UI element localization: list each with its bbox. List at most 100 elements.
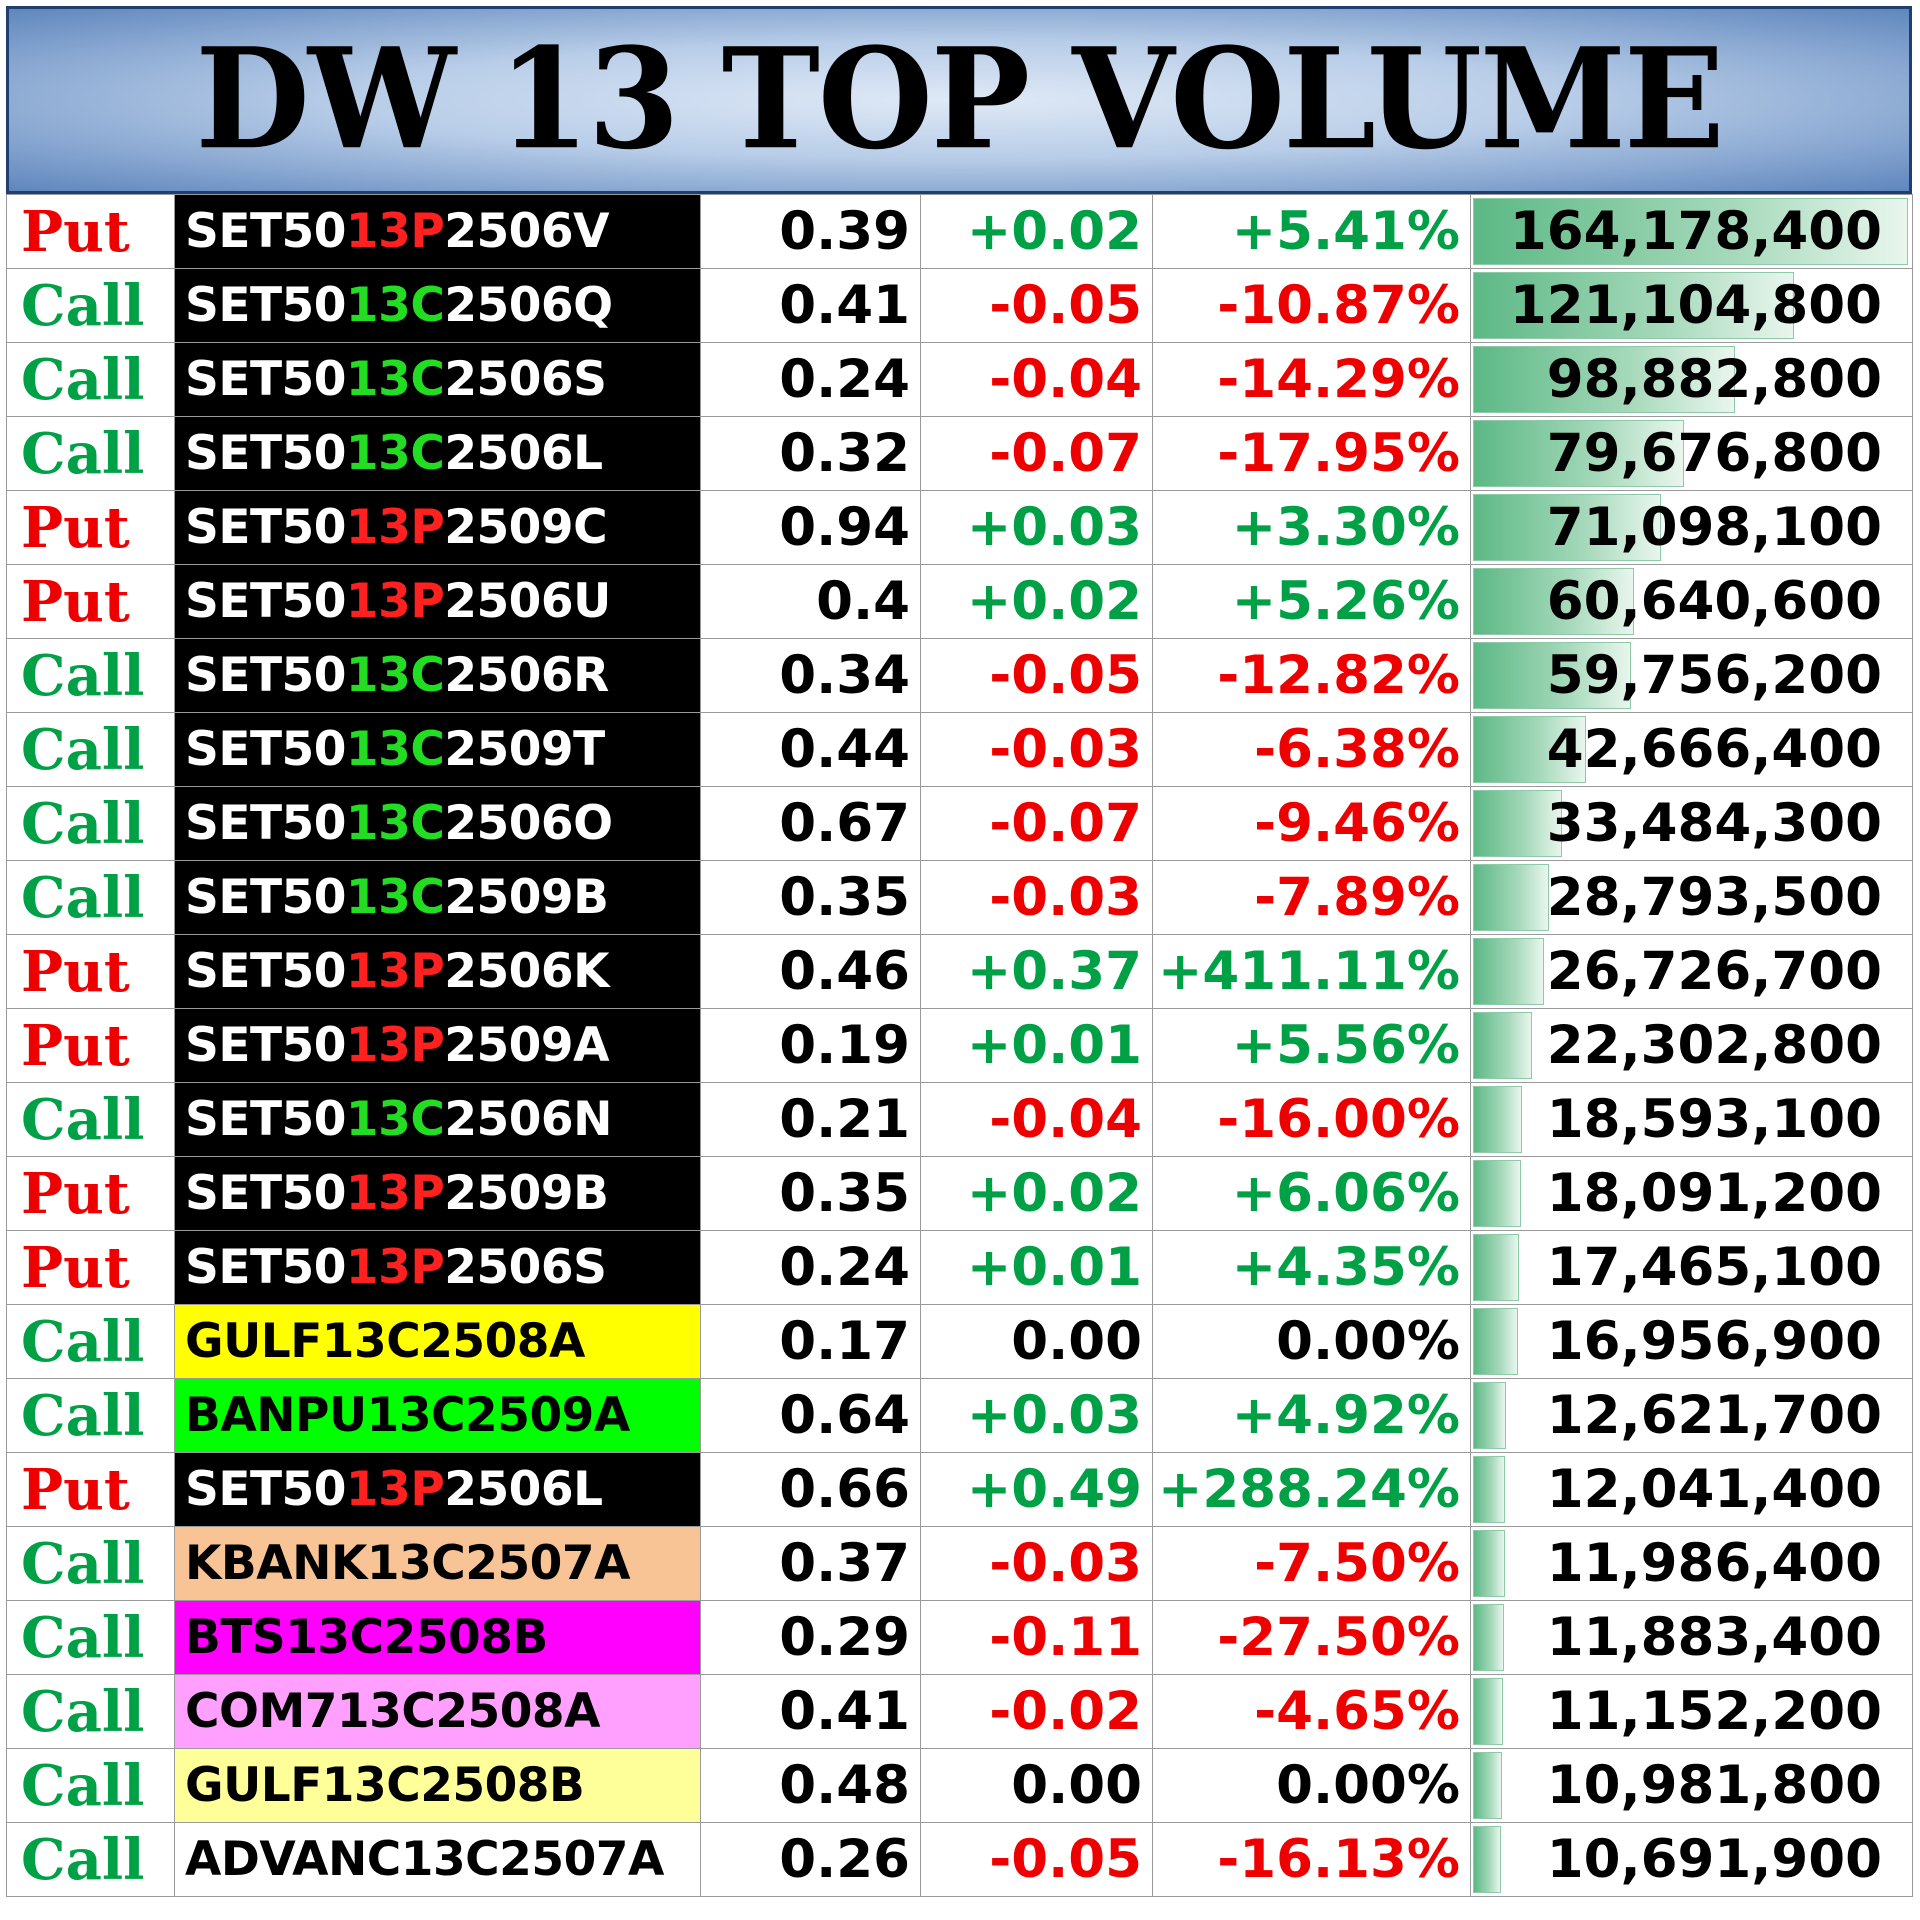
dw-type: Call [6,712,175,787]
volume-bar [1473,1308,1518,1375]
price-change: -0.05 [920,638,1153,713]
dw-underlying: SET50 [185,1092,346,1147]
dw-underlying: SET50 [185,1462,346,1517]
dw-type: Call [6,1378,175,1453]
volume-bar [1473,568,1634,635]
volume-bar [1473,1456,1505,1523]
price-change: -0.07 [920,786,1153,861]
volume-cell: 71,098,100 [1470,490,1913,565]
dw-series: 2509A [444,1018,609,1073]
volume-cell: 42,666,400 [1470,712,1913,787]
volume-bar [1473,716,1587,783]
dw-issuer-type: 13C [345,722,445,777]
dw-type: Call [6,1674,175,1749]
percent-change: +3.30% [1152,490,1471,565]
dw-issuer-type: 13P [345,574,445,629]
volume-cell: 28,793,500 [1470,860,1913,935]
dw-name-cell: COM713C2508A [174,1674,701,1749]
dw-name-cell: SET5013C2506O [174,786,701,861]
last-price: 0.32 [700,416,921,491]
dw-name-cell: GULF13C2508A [174,1304,701,1379]
last-price: 0.34 [700,638,921,713]
volume-cell: 10,691,900 [1470,1822,1913,1897]
dw-issuer-type: 13C [345,870,445,925]
dw-series: 2506L [444,1462,603,1517]
dw-name-cell: KBANK13C2507A [174,1526,701,1601]
dw-name-cell: SET5013P2509A [174,1008,701,1083]
table-row: Put SET5013P2506V 0.39 +0.02 +5.41% 164,178,4… [6,194,1913,269]
volume-bar [1473,346,1735,413]
dw-type: Put [6,564,175,639]
volume-bar [1473,642,1632,709]
price-change: -0.07 [920,416,1153,491]
volume-value: 26,726,700 [1546,941,1882,1002]
dw-series: 2509C [444,500,608,555]
dw-name-cell: BTS13C2508B [174,1600,701,1675]
dw-series: 2506S [444,1240,607,1295]
volume-cell: 10,981,800 [1470,1748,1913,1823]
volume-cell: 18,593,100 [1470,1082,1913,1157]
volume-value: 11,986,400 [1546,1533,1882,1594]
volume-cell: 59,756,200 [1470,638,1913,713]
percent-change: -6.38% [1152,712,1471,787]
volume-value: 59,756,200 [1546,645,1882,706]
table-row: Call ADVANC13C2507A 0.26 -0.05 -16.13% 10,691… [6,1822,1913,1897]
percent-change: -10.87% [1152,268,1471,343]
last-price: 0.21 [700,1082,921,1157]
dw-name: BTS13C2508B [185,1610,548,1665]
dw-underlying: SET50 [185,1240,346,1295]
volume-value: 18,593,100 [1546,1089,1882,1150]
dw-issuer-type: 13P [345,1018,445,1073]
volume-bar [1473,1234,1520,1301]
dw-type: Call [6,860,175,935]
dw-name-cell: SET5013C2506R [174,638,701,713]
dw-name: GULF13C2508A [185,1314,585,1369]
dw-name-cell: SET5013P2509C [174,490,701,565]
volume-bar [1473,1382,1507,1449]
dw-type: Put [6,490,175,565]
table-row: Call SET5013C2509T 0.44 -0.03 -6.38% 42,666,4… [6,712,1913,787]
price-change: +0.01 [920,1008,1153,1083]
table-row: Put SET5013P2506S 0.24 +0.01 +4.35% 17,465,10… [6,1230,1913,1305]
volume-value: 28,793,500 [1546,867,1882,928]
dw-issuer-type: 13P [345,1240,445,1295]
table-row: Call SET5013C2506R 0.34 -0.05 -12.82% 59,756,… [6,638,1913,713]
volume-value: 60,640,600 [1546,571,1882,632]
dw-underlying: SET50 [185,500,346,555]
dw-name-cell: SET5013C2506L [174,416,701,491]
dw-series: 2506K [444,944,610,999]
price-change: +0.03 [920,1378,1153,1453]
dw-name-cell: SET5013P2506U [174,564,701,639]
price-change: -0.05 [920,268,1153,343]
dw-issuer-type: 13P [345,1166,445,1221]
volume-cell: 18,091,200 [1470,1156,1913,1231]
last-price: 0.24 [700,342,921,417]
price-change: -0.04 [920,1082,1153,1157]
last-price: 0.94 [700,490,921,565]
dw-name: GULF13C2508B [185,1758,585,1813]
volume-bar [1473,494,1662,561]
dw-type: Call [6,1600,175,1675]
dw-underlying: SET50 [185,796,346,851]
dw-name: ADVANC13C2507A [185,1832,664,1887]
dw-underlying: SET50 [185,1018,346,1073]
dw-type: Call [6,1748,175,1823]
page-title: DW 13 TOP VOLUME [195,18,1724,181]
last-price: 0.35 [700,860,921,935]
last-price: 0.41 [700,1674,921,1749]
volume-cell: 11,883,400 [1470,1600,1913,1675]
price-change: 0.00 [920,1304,1153,1379]
volume-bar [1473,1678,1503,1745]
dw-issuer-type: 13C [345,648,445,703]
dw-series: 2506V [444,204,609,259]
percent-change: -16.00% [1152,1082,1471,1157]
dw-name-cell: BANPU13C2509A [174,1378,701,1453]
dw-type: Call [6,638,175,713]
percent-change: 0.00% [1152,1748,1471,1823]
volume-value: 12,621,700 [1546,1385,1882,1446]
volume-cell: 79,676,800 [1470,416,1913,491]
table-row: Put SET5013P2506U 0.4 +0.02 +5.26% 60,640,600 [6,564,1913,639]
percent-change: -7.50% [1152,1526,1471,1601]
volume-bar [1473,1604,1505,1671]
dw-name-cell: SET5013C2509T [174,712,701,787]
